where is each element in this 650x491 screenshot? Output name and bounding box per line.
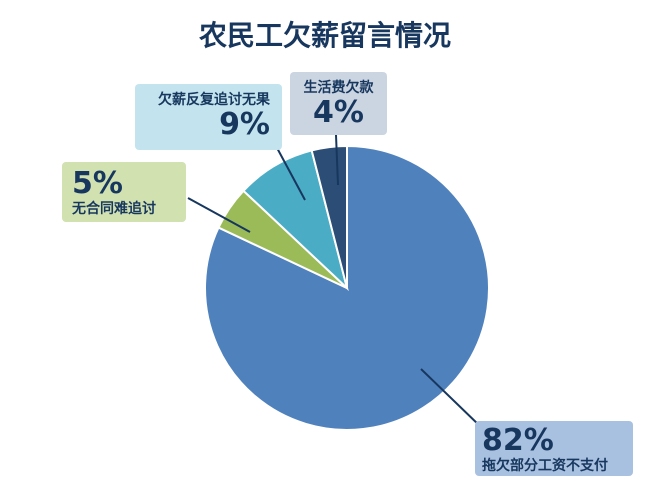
slice-percent: 82%: [482, 423, 554, 458]
slice-category: 生活费欠款: [303, 80, 374, 96]
chart-title: 农民工欠薪留言情况: [198, 19, 451, 52]
slice-percent: 9%: [219, 107, 270, 142]
leader-line-2: [275, 145, 306, 201]
leader-line-3: [335, 134, 339, 186]
label-slice-3: 生活费欠款 4%: [290, 72, 387, 135]
pie-slice-2: [242, 149, 349, 292]
slice-category: 拖欠部分工资不支付: [482, 458, 608, 474]
label-slice-1: 5% 无合同难追讨: [62, 162, 186, 222]
leader-line-0: [420, 368, 483, 429]
slice-category: 无合同难追讨: [72, 201, 156, 217]
label-slice-0: 82% 拖欠部分工资不支付: [475, 421, 633, 476]
slice-percent: 4%: [313, 95, 364, 130]
leader-line-1: [187, 197, 251, 233]
slice-category: 欠薪反复追讨无果: [158, 92, 270, 108]
slice-percent: 5%: [72, 166, 123, 201]
label-slice-2: 欠薪反复追讨无果 9%: [135, 84, 282, 150]
